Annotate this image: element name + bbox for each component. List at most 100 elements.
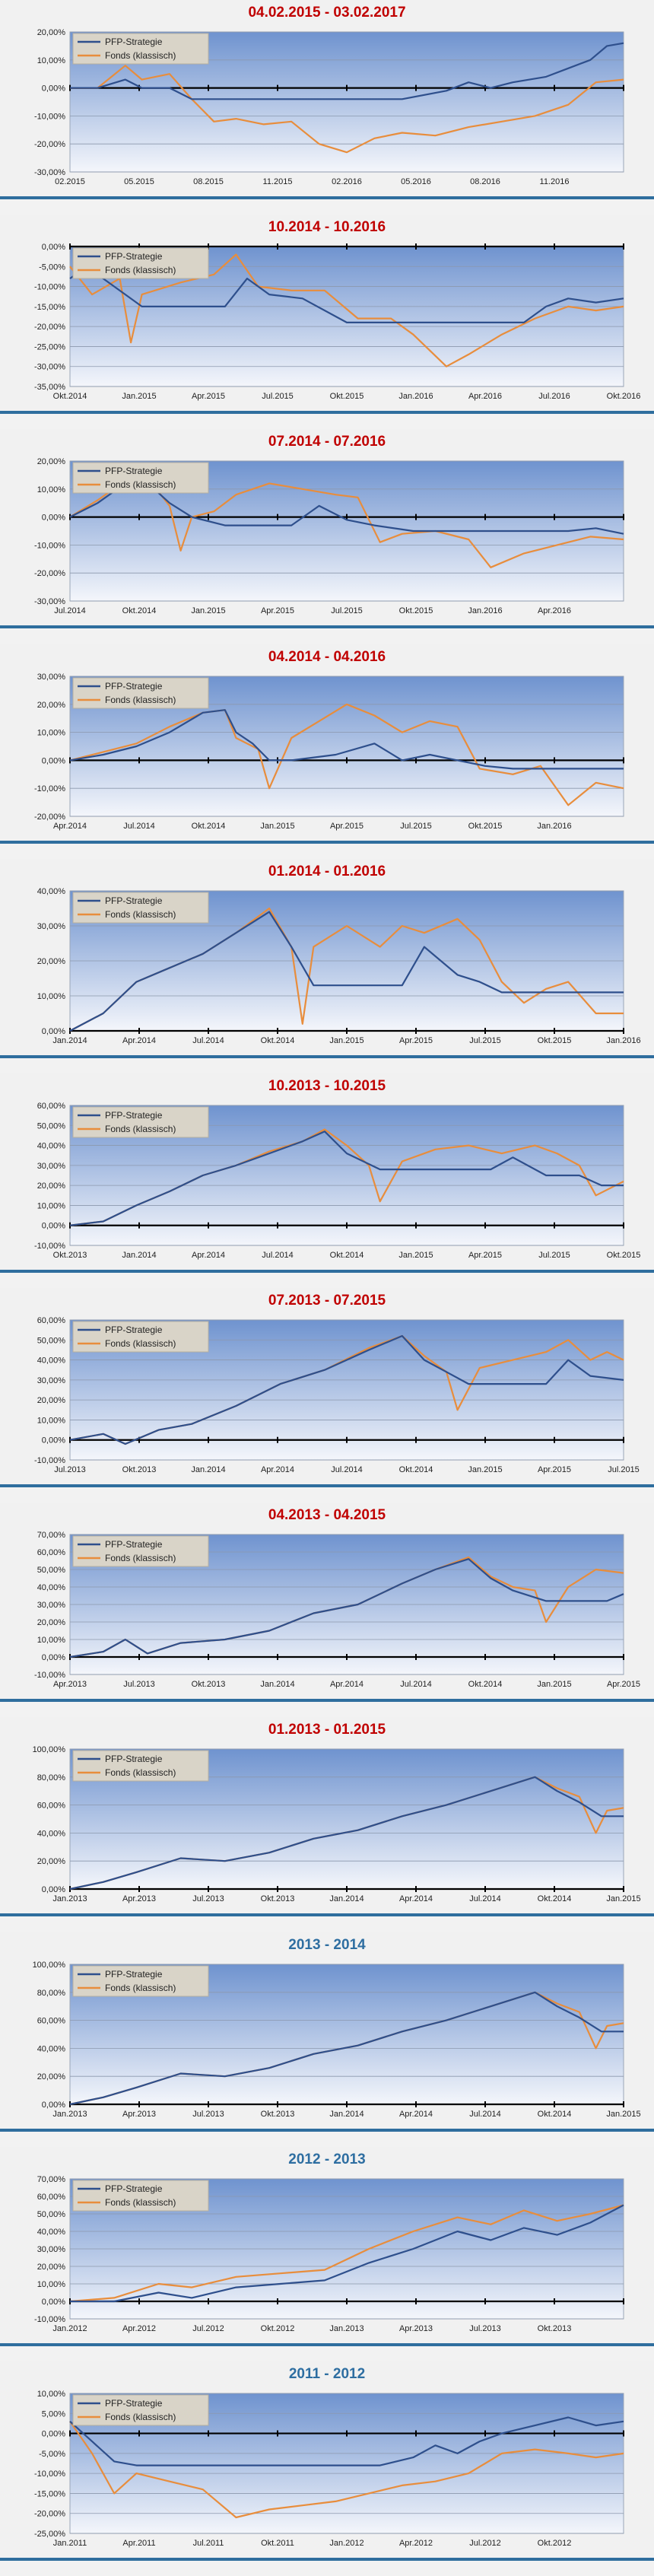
chart-title: 01.2013 - 01.2015 [268,1722,386,1738]
legend-box [72,1965,209,1996]
x-tick-label: Jul.2013 [192,2110,224,2119]
y-tick-label: 0,00% [42,1436,65,1445]
x-tick-label: Jul.2015 [608,1465,640,1474]
x-tick-label: Jul.2015 [262,392,294,401]
y-tick-label: 60,00% [37,2016,66,2025]
chart-svg: 70,00% 60,00% 50,00% 40,00% 30,00% 20,00% 10,0… [34,2175,624,2333]
y-tick-label: 30,00% [37,673,66,682]
panel-separator [0,2557,654,2561]
legend-entry: PFP-Strategie [105,1539,163,1550]
legend: PFP-Strategie Fonds (klassisch) [72,247,209,279]
y-tick-label: 0,00% [42,1027,65,1036]
legend-box [72,33,209,65]
x-tick-label: Jul.2014 [331,1465,363,1474]
y-tick-label: 40,00% [37,2228,66,2237]
legend-entry: Fonds (klassisch) [105,1338,176,1349]
y-tick-label: -10,00% [34,112,65,121]
x-tick-label: Jan.2015 [191,606,225,615]
chart-svg: 10,00% 5,00% 0,00% -5,00% -10,00% -15,00% -20,… [34,2390,624,2548]
chart-title: 07.2013 - 07.2015 [268,1293,386,1309]
x-tick-label: 11.2016 [540,177,570,186]
series-line-fonds [70,65,624,154]
x-tick-label: Apr.2015 [399,1036,433,1045]
x-tick-label: Jul.2015 [469,1036,501,1045]
x-tick-label: Jan.2014 [122,1251,156,1260]
legend: PFP-Strategie Fonds (klassisch) [72,1965,209,1996]
legend: PFP-Strategie Fonds (klassisch) [72,33,209,65]
x-tick-label: Apr.2015 [261,606,294,615]
y-tick-label: -20,00% [34,2510,65,2519]
y-tick-label: 40,00% [37,2044,66,2053]
y-tick-label: 40,00% [37,1356,66,1366]
legend: PFP-Strategie Fonds (klassisch) [72,462,209,494]
panel-separator [0,1269,654,1273]
y-tick-label: -10,00% [34,1456,65,1465]
chart-svg: 40,00% 30,00% 20,00% 10,00% 0,00%Jan.2014 Apr… [37,887,641,1045]
x-tick-label: 02.2016 [332,177,362,186]
x-tick-label: Jan.2015 [606,2110,640,2119]
series-line-pfp [69,1558,624,1658]
legend-entry: PFP-Strategie [105,466,163,476]
x-tick-label: Apr.2011 [122,2539,155,2548]
y-tick-label: 100,00% [33,1745,66,1754]
panel-separator [0,1484,654,1487]
y-tick-label: 10,00% [37,1636,66,1645]
x-tick-label: Jan.2015 [398,1251,433,1260]
legend-entry: PFP-Strategie [105,1754,163,1764]
x-tick-label: Jul.2015 [331,606,363,615]
x-tick-label: Apr.2015 [468,1251,502,1260]
x-tick-label: Jan.2015 [329,1036,364,1045]
legend: PFP-Strategie Fonds (klassisch) [72,2394,209,2426]
y-tick-label: 70,00% [37,1531,66,1540]
legend-entry: Fonds (klassisch) [105,479,176,490]
chart-title: 2011 - 2012 [288,2365,366,2382]
series-line-pfp [69,2416,624,2466]
panel-separator [0,1054,654,1058]
legend-box [72,677,209,708]
x-tick-label: Apr.2013 [122,2110,156,2119]
chart-panel: 2012 - 2013 70,00% 60,00% 50,00% 40,00% 30,00… [0,2146,654,2346]
x-tick-label: 05.2016 [401,177,431,186]
chart-title: 04.2014 - 04.2016 [268,648,386,665]
x-tick-label: Jul.2013 [123,1680,155,1689]
y-tick-label: 20,00% [37,700,66,709]
y-tick-label: -10,00% [34,2469,65,2479]
chart-title: 10.2013 - 10.2015 [268,1077,386,1094]
y-tick-label: 50,00% [37,1336,66,1345]
x-tick-label: Jan.2013 [329,2324,364,2333]
x-tick-label: Okt.2013 [261,1894,295,1903]
y-tick-label: 70,00% [37,2175,66,2184]
legend-entry: Fonds (klassisch) [105,2197,176,2208]
chart-panel: 10.2013 - 10.2015 60,00% 50,00% 40,00% 30,00… [0,1073,654,1273]
x-tick-label: Okt.2012 [538,2539,572,2548]
panel-separator [0,411,654,415]
y-tick-label: -5,00% [39,262,65,272]
y-tick-label: 20,00% [37,2072,66,2081]
x-tick-label: Apr.2014 [330,1680,364,1689]
x-tick-label: Okt.2014 [192,822,226,831]
y-tick-label: 30,00% [37,2245,66,2254]
x-tick-label: Okt.2014 [538,2110,572,2119]
y-tick-label: -15,00% [34,303,65,312]
chart-panel: 04.2013 - 04.2015 70,00% 60,00% 50,00% 40,00… [0,1503,654,1703]
series-line-pfp [70,2204,624,2302]
x-tick-label: Okt.2015 [468,822,503,831]
x-tick-label: Jul.2014 [469,2110,501,2119]
legend: PFP-Strategie Fonds (klassisch) [72,892,209,924]
x-tick-label: Jul.2014 [469,1894,501,1903]
x-tick-label: Okt.2013 [538,2324,572,2333]
panel-separator [0,196,654,199]
chart-panel: 01.2013 - 01.2015 100,00% 80,00% 60,00% 40,0… [0,1717,654,1917]
series-line-pfp [69,708,624,769]
panel-separator [0,625,654,629]
x-tick-label: Jul.2014 [400,1680,432,1689]
chart-title: 10.2014 - 10.2016 [268,219,386,236]
x-tick-label: Okt.2013 [53,1251,87,1260]
y-tick-label: 30,00% [37,1162,66,1171]
y-tick-label: 20,00% [37,457,66,466]
y-tick-label: 20,00% [37,2263,66,2272]
legend-box [72,1535,209,1567]
legend-entry: PFP-Strategie [105,37,163,47]
x-tick-label: 05.2015 [124,177,154,186]
y-tick-label: -30,00% [34,363,65,372]
